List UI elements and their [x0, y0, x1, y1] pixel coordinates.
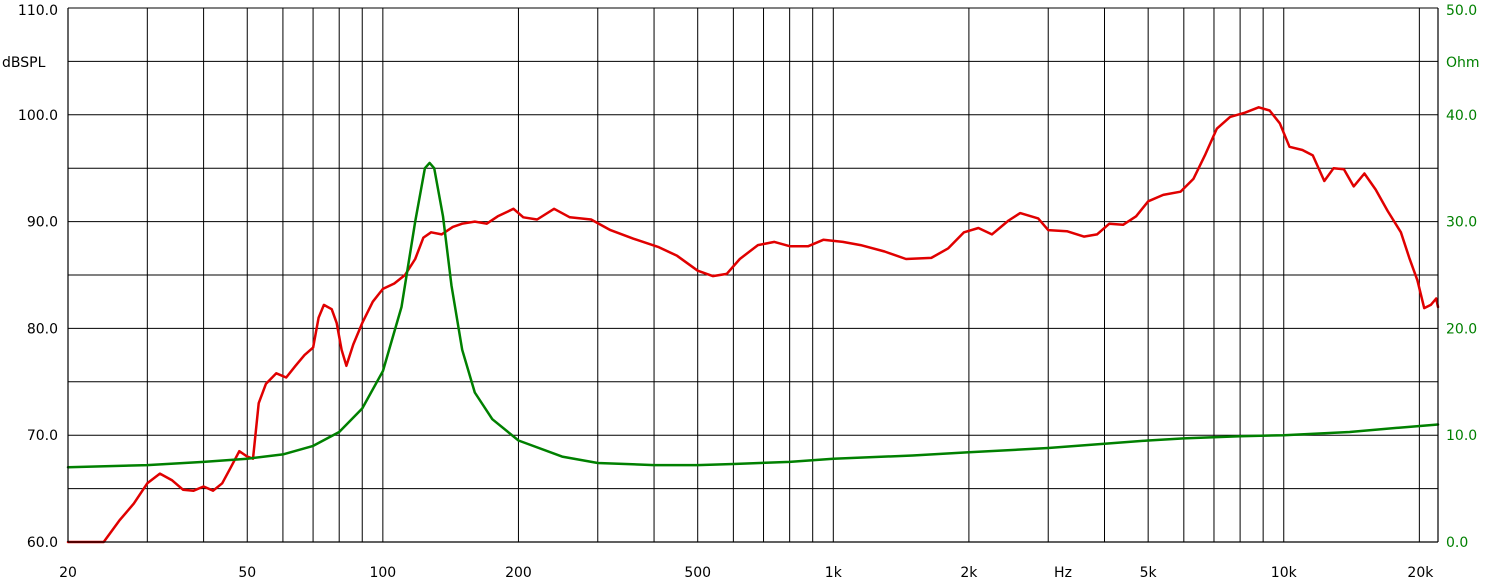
x-tick-label: 200: [505, 565, 532, 581]
left-tick-label: 70.0: [27, 428, 58, 444]
x-axis-unit: Hz: [1054, 565, 1072, 581]
x-tick-label: 20k: [1407, 565, 1434, 581]
left-tick-label: 100.0: [18, 108, 58, 124]
left-tick-label: 80.0: [27, 321, 58, 337]
left-axis-unit: dBSPL: [2, 55, 46, 71]
right-tick-labels: 50.0 40.0 30.0 20.0 10.0 0.0: [1446, 3, 1477, 551]
impedance-curve: [66, 161, 1440, 469]
right-tick-label: 30.0: [1446, 215, 1477, 231]
x-tick-label: 1k: [825, 565, 843, 581]
x-tick-label: 2k: [960, 565, 978, 581]
x-tick-label: 5k: [1140, 565, 1158, 581]
x-tick-label: 10k: [1271, 565, 1298, 581]
x-tick-label: 100: [369, 565, 396, 581]
right-tick-label: 0.0: [1446, 535, 1468, 551]
x-tick-label: 50: [238, 565, 256, 581]
x-tick-label: 500: [684, 565, 711, 581]
left-tick-label: 60.0: [27, 535, 58, 551]
left-tick-labels: 110.0 100.0 90.0 80.0 70.0 60.0: [18, 3, 58, 551]
right-axis-unit: Ohm: [1446, 55, 1480, 71]
left-tick-label: 110.0: [18, 3, 58, 19]
x-tick-label: 20: [59, 565, 77, 581]
right-tick-label: 10.0: [1446, 428, 1477, 444]
left-tick-label: 90.0: [27, 215, 58, 231]
right-tick-label: 20.0: [1446, 321, 1477, 337]
axes: [67, 8, 1439, 543]
series-layer: [66, 106, 1440, 544]
right-tick-label: 50.0: [1446, 3, 1477, 19]
x-tick-labels: 20 50 100 200 500 1k 2k 5k 10k 20k: [59, 565, 1434, 581]
right-tick-label: 40.0: [1446, 108, 1477, 124]
grid: [68, 7, 1438, 543]
spl-curve: [66, 106, 1440, 544]
